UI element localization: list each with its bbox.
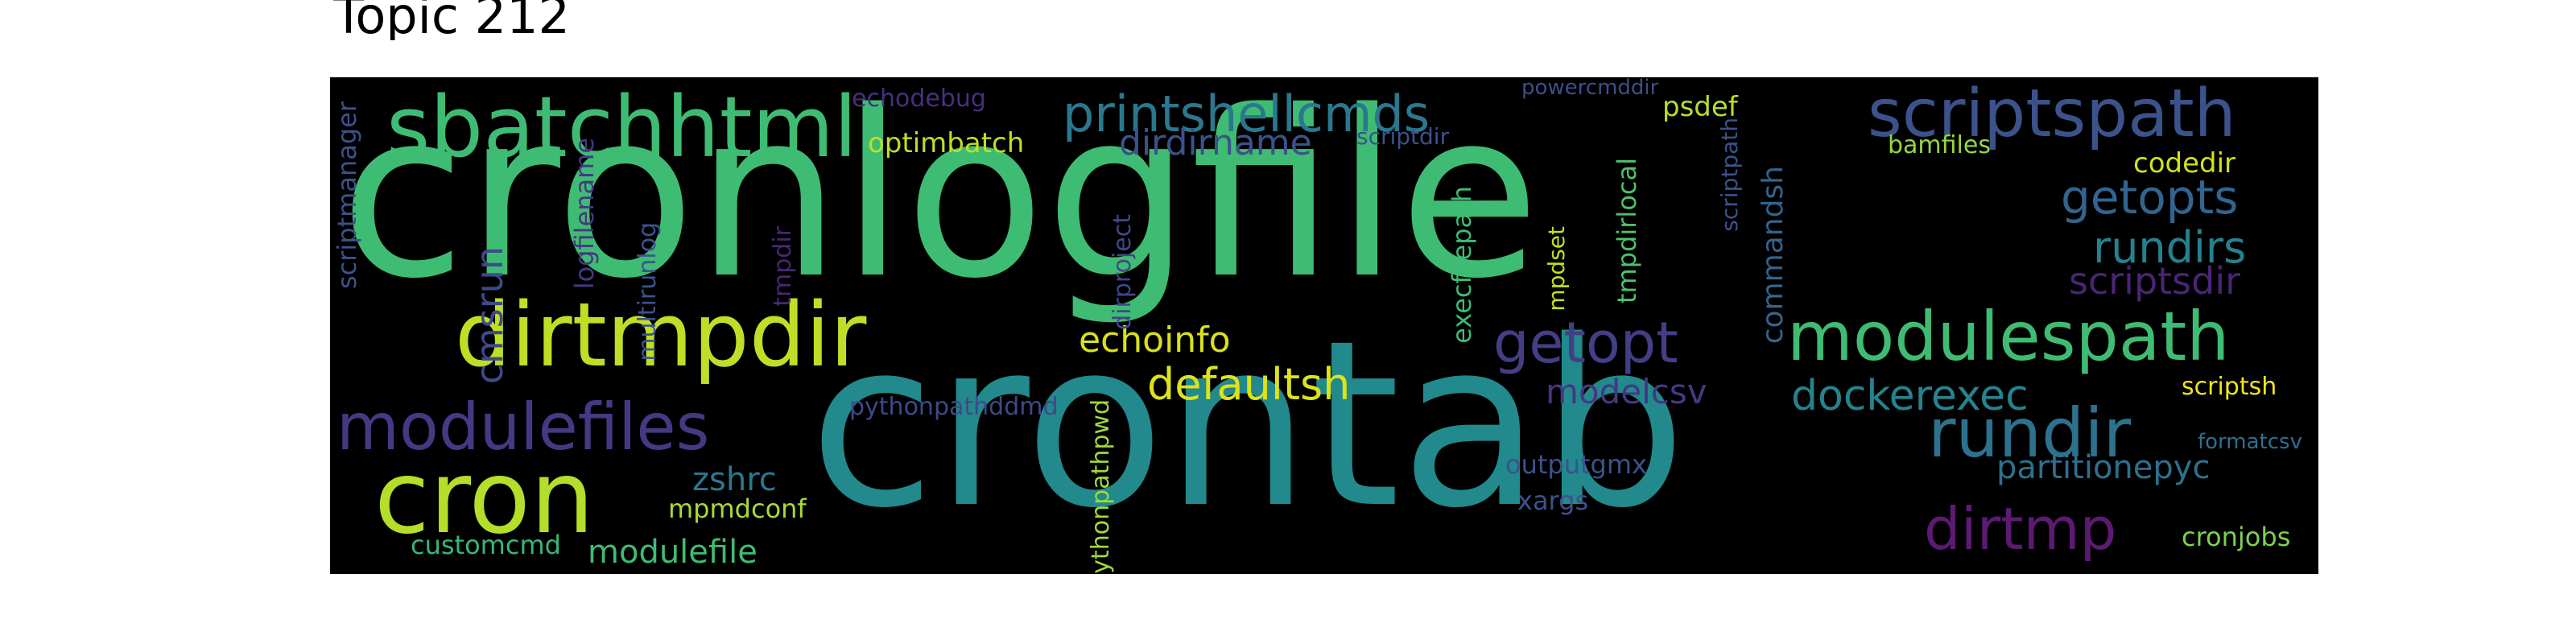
word-defaultsh: defaultsh: [1147, 359, 1351, 410]
word-dirproject: dirproject: [1108, 214, 1137, 330]
word-psdef: psdef: [1662, 91, 1738, 123]
word-optimbatch: optimbatch: [868, 127, 1025, 159]
word-getopts: getopts: [2061, 170, 2239, 225]
word-cron: cron: [374, 440, 595, 556]
word-tmpdirlocal: tmpdirlocal: [1612, 158, 1642, 303]
word-dockerexec: dockerexec: [1791, 372, 2029, 420]
word-scriptsh: scriptsh: [2182, 373, 2277, 401]
word-pythonpathddmd: pythonpathddmd: [849, 393, 1059, 421]
word-sbatchhtml: sbatchhtml: [386, 78, 857, 176]
word-commandsh: commandsh: [1757, 166, 1790, 345]
word-dirtmp: dirtmp: [1924, 495, 2117, 563]
word-modulefile: modulefile: [588, 534, 758, 571]
word-rundir: rundir: [1928, 394, 2132, 473]
word-bamfiles: bamfiles: [1888, 131, 1991, 159]
word-powercmddir: powercmddir: [1521, 77, 1659, 100]
word-modulefiles: modulefiles: [336, 390, 710, 464]
word-modelcsv: modelcsv: [1546, 372, 1707, 411]
word-dirdirname: dirdirname: [1119, 122, 1312, 163]
word-cronjobs: cronjobs: [2182, 522, 2291, 552]
word-scriptdir: scriptdir: [1356, 123, 1450, 150]
word-echoinfo: echoinfo: [1079, 320, 1231, 361]
word-partitionepyc: partitionepyc: [1996, 449, 2211, 486]
word-mpdset: mpdset: [1543, 226, 1570, 312]
page-title: Topic 212: [333, 0, 570, 40]
word-mpmdconf: mpmdconf: [668, 493, 807, 524]
word-xargs: xargs: [1517, 485, 1589, 516]
word-multirunlog: multirunlog: [634, 222, 662, 361]
word-cronlogfile: cronlogfile: [340, 77, 1541, 329]
word-rundirs: rundirs: [2093, 222, 2247, 273]
word-outputgmx: outputgmx: [1505, 449, 1647, 480]
word-cloud: cronlogfile crontab dirtmpdir sbatchhtml pri…: [330, 77, 2318, 574]
word-modulespath: modulespath: [1787, 297, 2230, 376]
word-echodebug: echodebug: [852, 85, 986, 113]
word-scriptmanager: scriptmanager: [332, 101, 362, 289]
word-printshellcmds: printshellcmds: [1063, 85, 1430, 143]
word-formatcsv: formatcsv: [2198, 430, 2302, 454]
word-scriptpath: scriptpath: [1716, 118, 1743, 232]
word-codedir: codedir: [2133, 147, 2236, 180]
word-getopt: getopt: [1493, 310, 1678, 376]
word-crontab: crontab: [809, 291, 1686, 559]
word-tmpdir: tmpdir: [769, 226, 797, 307]
word-pythonpathpwd: pythonpathpwd: [1087, 399, 1115, 574]
word-cmsrun: cmsrun: [468, 246, 511, 385]
word-logfilename: logfilename: [569, 138, 600, 290]
word-zshrc: zshrc: [692, 461, 777, 498]
word-customcmd: customcmd: [411, 530, 561, 560]
word-scriptspath: scriptspath: [1868, 77, 2236, 152]
word-execfilepath: execfilepath: [1447, 186, 1477, 344]
word-dirtmpdir: dirtmpdir: [455, 283, 867, 386]
word-scriptsdir: scriptsdir: [2069, 259, 2241, 303]
